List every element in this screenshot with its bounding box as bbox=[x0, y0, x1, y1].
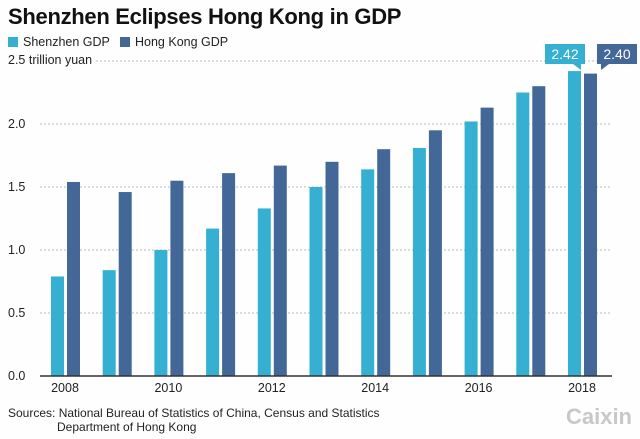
x-tick-label: 2014 bbox=[361, 381, 389, 395]
chart-title: Shenzhen Eclipses Hong Kong in GDP bbox=[8, 4, 402, 29]
bar-shenzhen-2017 bbox=[516, 92, 530, 376]
bar-hongkong-2008 bbox=[67, 181, 80, 376]
data-label: 2.40 bbox=[603, 46, 630, 62]
x-tick-label: 2016 bbox=[465, 381, 493, 395]
data-label-box bbox=[597, 44, 637, 64]
bar-hongkong-2010 bbox=[170, 180, 184, 376]
bar-hongkong-2015 bbox=[428, 130, 442, 376]
bar-shenzhen-2011 bbox=[206, 228, 220, 376]
bar-hongkong-2012 bbox=[273, 165, 287, 376]
data-label-pointer bbox=[601, 64, 609, 70]
bar-shenzhen-2009 bbox=[102, 270, 116, 376]
legend-swatch bbox=[120, 37, 130, 47]
legend-shenzhen: Shenzhen GDP bbox=[8, 35, 110, 49]
bar-shenzhen-2012 bbox=[257, 208, 271, 376]
y-tick-label: 2.0 bbox=[8, 117, 25, 131]
source-line: Department of Hong Kong bbox=[57, 420, 197, 434]
bar-hongkong-2013 bbox=[325, 161, 339, 376]
source-line: Sources: National Bureau of Statistics o… bbox=[8, 406, 380, 420]
bar-hongkong-2016 bbox=[480, 107, 494, 377]
data-label-pointer bbox=[573, 64, 581, 70]
bar-shenzhen-2008 bbox=[51, 276, 64, 376]
x-tick-label: 2008 bbox=[51, 381, 79, 395]
bar-shenzhen-2013 bbox=[309, 187, 323, 376]
y-tick-label: 1.0 bbox=[8, 243, 25, 257]
bar-shenzhen-2010 bbox=[154, 250, 168, 376]
legend-swatch bbox=[8, 37, 18, 47]
bar-shenzhen-2014 bbox=[361, 169, 375, 376]
bar-hongkong-2014 bbox=[377, 149, 391, 376]
legend-label: Hong Kong GDP bbox=[135, 35, 229, 49]
y-tick-label: 0.5 bbox=[8, 306, 25, 320]
bar-hongkong-2017 bbox=[532, 86, 546, 376]
legend-label: Shenzhen GDP bbox=[23, 35, 110, 49]
caixin-logo: Caixin bbox=[565, 404, 632, 429]
legend-hongkong: Hong Kong GDP bbox=[120, 35, 228, 49]
source-note: Sources: National Bureau of Statistics o… bbox=[8, 406, 380, 434]
bar-shenzhen-2018 bbox=[568, 71, 581, 376]
bar-hongkong-2009 bbox=[118, 192, 132, 376]
x-tick-label: 2012 bbox=[258, 381, 286, 395]
x-tick-label: 2018 bbox=[568, 381, 596, 395]
bar-shenzhen-2016 bbox=[464, 121, 478, 376]
y-tick-label: 1.5 bbox=[8, 180, 25, 194]
x-tick-label: 2010 bbox=[154, 381, 182, 395]
y-tick-label: 0.0 bbox=[8, 369, 25, 383]
bar-shenzhen-2015 bbox=[412, 147, 426, 376]
y-axis-unit-label: 2.5 trillion yuan bbox=[8, 53, 97, 67]
data-label-box bbox=[545, 44, 585, 64]
bar-hongkong-2011 bbox=[222, 173, 236, 376]
bar-hongkong-2018 bbox=[584, 73, 597, 376]
data-label: 2.42 bbox=[551, 46, 578, 62]
